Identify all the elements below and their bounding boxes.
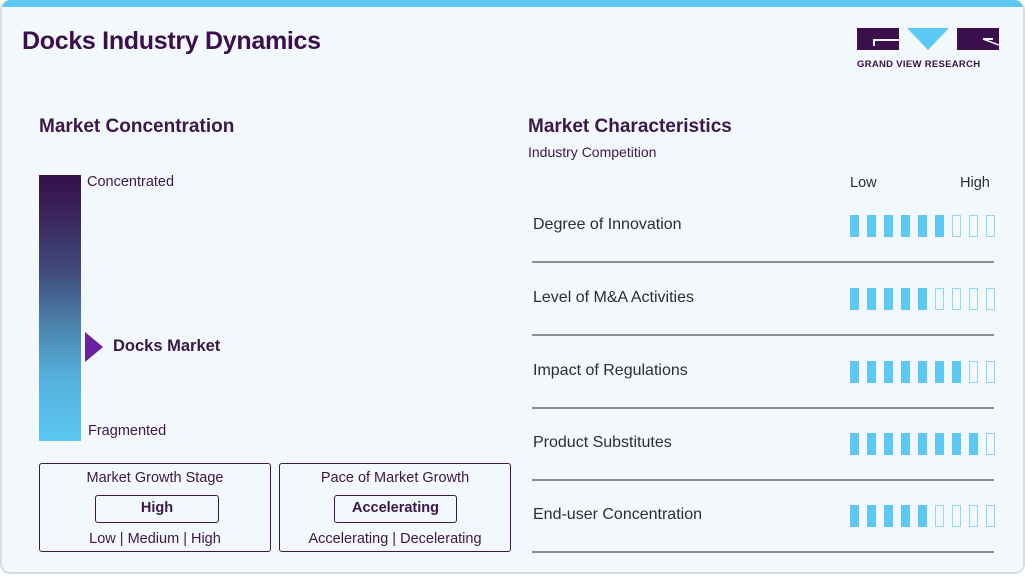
filled-score-bar <box>884 361 893 383</box>
characteristic-row: Degree of Innovation <box>532 190 995 263</box>
score-bars <box>850 433 995 455</box>
filled-score-bar <box>935 361 944 383</box>
filled-score-bar <box>850 361 859 383</box>
filled-score-bar <box>901 433 910 455</box>
empty-score-bar <box>952 505 961 527</box>
empty-score-bar <box>935 505 944 527</box>
row-divider <box>532 407 994 409</box>
row-divider <box>532 261 994 263</box>
market-growth-stage-box: Market Growth Stage High Low | Medium | … <box>39 463 271 552</box>
characteristic-label: Degree of Innovation <box>533 216 682 233</box>
grand-view-research-logo: GRAND VIEW RESEARCH <box>857 28 1000 72</box>
page-title: Docks Industry Dynamics <box>22 27 321 55</box>
empty-score-bar <box>969 361 978 383</box>
characteristic-label: Impact of Regulations <box>533 362 688 379</box>
score-bars <box>850 215 995 237</box>
row-divider <box>532 551 994 553</box>
filled-score-bar <box>952 361 961 383</box>
market-concentration-heading: Market Concentration <box>39 116 235 137</box>
empty-score-bar <box>986 361 995 383</box>
empty-score-bar <box>969 215 978 237</box>
filled-score-bar <box>884 215 893 237</box>
market-position-marker-icon <box>85 332 103 362</box>
fragmented-label: Fragmented <box>88 423 167 439</box>
pace-of-market-growth-box: Pace of Market Growth Accelerating Accel… <box>279 463 511 552</box>
filled-score-bar <box>884 288 893 310</box>
characteristic-row: Level of M&A Activities <box>532 263 995 336</box>
score-bars <box>850 361 995 383</box>
top-accent-bar <box>2 0 1023 7</box>
filled-score-bar <box>935 433 944 455</box>
filled-score-bar <box>850 505 859 527</box>
row-divider <box>532 334 994 336</box>
empty-score-bar <box>986 433 995 455</box>
filled-score-bar <box>901 361 910 383</box>
row-divider <box>532 479 994 481</box>
empty-score-bar <box>986 288 995 310</box>
filled-score-bar <box>850 215 859 237</box>
concentration-gradient-bar <box>39 175 81 441</box>
growth-stage-value: High <box>95 495 219 523</box>
empty-score-bar <box>952 215 961 237</box>
empty-score-bar <box>952 288 961 310</box>
empty-score-bar <box>935 288 944 310</box>
filled-score-bar <box>969 433 978 455</box>
characteristic-label: End-user Concentration <box>533 506 702 523</box>
filled-score-bar <box>867 505 876 527</box>
filled-score-bar <box>918 288 927 310</box>
industry-competition-subheading: Industry Competition <box>528 144 657 160</box>
logo-text: GRAND VIEW RESEARCH <box>857 59 981 70</box>
empty-score-bar <box>986 215 995 237</box>
characteristic-label: Level of M&A Activities <box>533 289 694 306</box>
filled-score-bar <box>935 215 944 237</box>
growth-stage-options: Low | Medium | High <box>89 531 221 547</box>
filled-score-bar <box>884 433 893 455</box>
filled-score-bar <box>867 215 876 237</box>
filled-score-bar <box>867 288 876 310</box>
characteristic-row: End-user Concentration <box>532 480 995 553</box>
growth-pace-title: Pace of Market Growth <box>320 470 470 486</box>
filled-score-bar <box>901 505 910 527</box>
filled-score-bar <box>901 215 910 237</box>
characteristic-label: Product Substitutes <box>533 434 672 451</box>
score-bars <box>850 288 995 310</box>
characteristic-row: Impact of Regulations <box>532 336 995 409</box>
gvr-logo-icon <box>857 28 1000 50</box>
filled-score-bar <box>867 433 876 455</box>
score-bars <box>850 505 995 527</box>
scale-low-label: Low <box>850 175 877 191</box>
filled-score-bar <box>884 505 893 527</box>
filled-score-bar <box>918 361 927 383</box>
filled-score-bar <box>867 361 876 383</box>
filled-score-bar <box>918 505 927 527</box>
scale-high-label: High <box>960 175 990 191</box>
filled-score-bar <box>850 433 859 455</box>
growth-pace-value: Accelerating <box>334 495 457 523</box>
growth-pace-options: Accelerating | Decelerating <box>308 531 482 547</box>
filled-score-bar <box>850 288 859 310</box>
empty-score-bar <box>969 288 978 310</box>
empty-score-bar <box>969 505 978 527</box>
market-characteristics-heading: Market Characteristics <box>528 116 732 137</box>
characteristic-row: Product Substitutes <box>532 408 995 481</box>
filled-score-bar <box>918 433 927 455</box>
market-position-label: Docks Market <box>113 337 221 355</box>
filled-score-bar <box>918 215 927 237</box>
growth-stage-title: Market Growth Stage <box>86 470 224 486</box>
empty-score-bar <box>986 505 995 527</box>
filled-score-bar <box>952 433 961 455</box>
concentrated-label: Concentrated <box>87 174 175 190</box>
filled-score-bar <box>901 288 910 310</box>
